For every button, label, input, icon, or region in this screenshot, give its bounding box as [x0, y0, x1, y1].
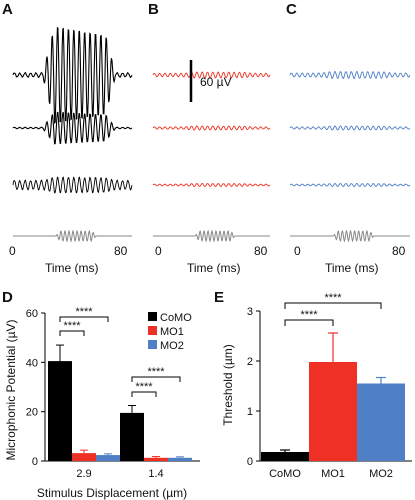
panel-label-e: E	[214, 289, 224, 306]
chart-d-significance-bracket	[59, 316, 109, 322]
waveform-trace-c-1	[289, 71, 411, 80]
chart-d-significance-label: ****	[63, 320, 81, 332]
chart-d-significance-label: ****	[147, 366, 165, 378]
chart-d-bar-mo2	[96, 455, 120, 461]
chart-e-bar-como	[261, 452, 309, 461]
waveform-trace-b-1	[152, 71, 271, 79]
stimulus-trace-c	[290, 229, 410, 243]
waveform-trace-b-3	[152, 183, 271, 187]
chart-microphonic-potential: Microphonic Potential (µV) Stimulus Disp…	[4, 306, 200, 500]
time-end-b: 80	[254, 244, 268, 258]
chart-d-bar-mo1	[72, 453, 96, 461]
chart-d-legend-swatch-como	[148, 312, 157, 321]
chart-threshold: Threshold (µm) 0 1 2 3 CoMO MO1 MO2 **** ****	[221, 292, 412, 480]
scale-bar-label: 60 µV	[200, 75, 232, 89]
panel-label-a: A	[2, 1, 13, 18]
time-axis-label-a: Time (ms)	[45, 261, 99, 275]
panel-label-d: D	[2, 289, 13, 306]
chart-d-legend-swatch-mo1	[148, 326, 157, 335]
chart-e-bar-mo1	[309, 362, 357, 461]
chart-e-significance-bracket	[284, 302, 382, 309]
time-start-a: 0	[9, 244, 16, 258]
panel-label-b: B	[148, 1, 159, 18]
chart-d-significance-label: ****	[75, 306, 93, 318]
waveform-column-b	[152, 71, 271, 243]
chart-d-bar-mo2	[168, 457, 192, 461]
stimulus-trace-b	[153, 229, 270, 243]
chart-d-bar-como	[120, 412, 144, 461]
chart-d-legend-label-como: CoMO	[160, 312, 192, 324]
time-start-c: 0	[294, 244, 301, 258]
chart-e-bar-mo2	[357, 383, 405, 461]
chart-e-ylabel: Threshold (µm)	[221, 344, 235, 426]
waveform-column-c	[289, 71, 411, 243]
chart-d-ytick-label: 0	[32, 456, 38, 468]
chart-e-significance-label: ****	[324, 292, 342, 304]
chart-e-category-label: CoMO	[269, 468, 301, 480]
waveform-trace-a-3	[12, 176, 133, 194]
chart-e-ytick-label: 3	[247, 306, 253, 318]
chart-d-ytick-label: 60	[26, 308, 38, 320]
waveform-trace-a-2	[12, 111, 133, 145]
chart-d-category-label: 2.9	[76, 468, 91, 480]
waveform-trace-a-1	[12, 26, 133, 125]
panel-label-c: C	[286, 1, 297, 18]
stimulus-trace-a	[13, 229, 132, 243]
waveform-column-a	[12, 26, 133, 243]
chart-d-category-label: 1.4	[148, 468, 163, 480]
waveform-trace-c-3	[289, 183, 411, 187]
waveform-trace-c-2	[289, 125, 411, 131]
chart-e-category-label: MO1	[321, 468, 345, 480]
chart-e-ytick-label: 2	[247, 356, 253, 368]
time-axis-label-b: Time (ms)	[187, 261, 241, 275]
chart-d-significance-bracket	[59, 330, 85, 336]
chart-d-bar-como	[48, 361, 72, 461]
chart-d-significance-label: ****	[135, 381, 153, 393]
chart-d-ytick-label: 20	[26, 407, 38, 419]
time-axis-label-c: Time (ms)	[325, 261, 379, 275]
chart-d-significance-bracket	[131, 391, 157, 397]
chart-d-significance-bracket	[131, 376, 181, 382]
chart-d-xlabel: Stimulus Displacement (µm)	[37, 486, 187, 500]
chart-d-legend-swatch-mo2	[148, 340, 157, 349]
chart-e-category-label: MO2	[369, 468, 393, 480]
chart-d-legend-label-mo1: MO1	[160, 326, 184, 338]
chart-e-significance-bracket	[284, 319, 334, 326]
waveform-trace-b-2	[152, 125, 271, 131]
chart-d-ylabel: Microphonic Potential (µV)	[4, 320, 18, 461]
chart-e-significance-label: ****	[300, 309, 318, 321]
chart-d-legend-label-mo2: MO2	[160, 340, 184, 352]
chart-d-bar-mo1	[144, 457, 168, 461]
chart-d-ytick-label: 40	[26, 357, 38, 369]
time-end-c: 80	[392, 244, 406, 258]
time-end-a: 80	[114, 244, 128, 258]
chart-e-ytick-label: 0	[247, 456, 253, 468]
chart-e-ytick-label: 1	[247, 406, 253, 418]
time-start-b: 0	[155, 244, 162, 258]
